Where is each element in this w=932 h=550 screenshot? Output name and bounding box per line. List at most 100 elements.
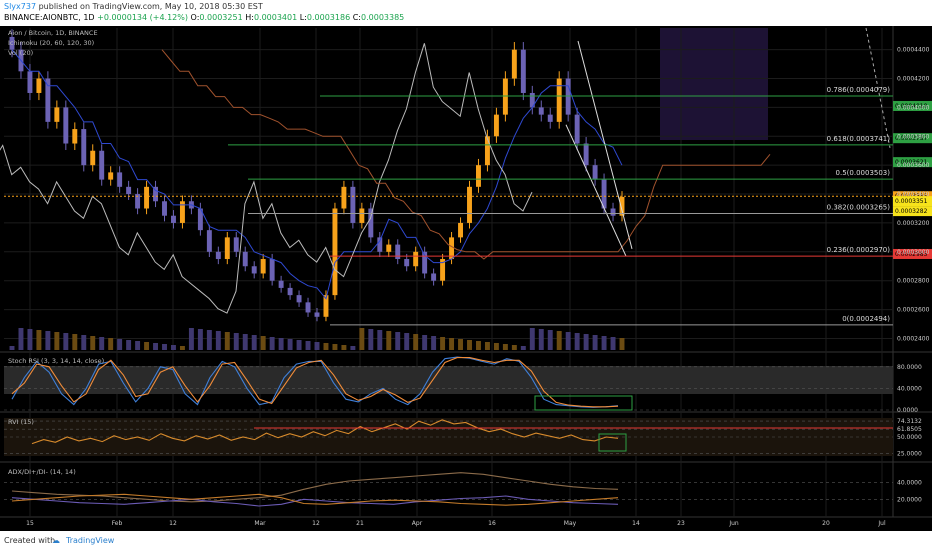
candle-body xyxy=(179,201,185,223)
x-tick-label: Jul xyxy=(877,520,886,527)
volume-bar xyxy=(502,344,508,350)
volume-bar xyxy=(511,345,517,350)
candle-body xyxy=(251,266,257,274)
candle-body xyxy=(323,295,329,317)
volume-bar xyxy=(296,340,302,350)
high-key: H: xyxy=(245,13,254,22)
pane-y-tick: 61.8505 xyxy=(897,426,922,433)
candle-body xyxy=(359,208,365,223)
dashed-trend-line xyxy=(865,27,891,148)
volume-bar xyxy=(610,337,616,350)
volume-bar xyxy=(54,332,60,350)
fib-level-label: 0.236(0.0002970) xyxy=(827,246,891,254)
wedge-lower-line xyxy=(565,124,627,257)
candle-body xyxy=(440,259,446,281)
adx-pane[interactable]: 40.0000 20.0000 xyxy=(4,472,922,507)
volume-bar xyxy=(323,343,329,350)
open-key: O: xyxy=(190,13,200,22)
candle-body xyxy=(215,251,221,260)
candle-body xyxy=(377,237,383,252)
fibonacci-retracement[interactable]: 0.786(0.0004079) 0.618(0.0003741) 0.5(0.00… xyxy=(4,86,893,326)
y-tick-label: 0.0003800 xyxy=(897,133,930,140)
candle-body xyxy=(395,244,401,260)
price-tag-box xyxy=(893,196,932,207)
volume-bar xyxy=(9,346,15,350)
volume-bar xyxy=(63,333,69,350)
candle-body xyxy=(619,196,625,216)
y-tick-label: 0.0003000 xyxy=(897,249,930,256)
candle-body xyxy=(72,129,78,144)
volume-bar xyxy=(395,332,401,350)
volume-bar xyxy=(45,331,51,350)
candle-body xyxy=(126,186,132,195)
volume-bar xyxy=(538,329,544,350)
ohlc-line: BINANCE:AIONBTC, 1D +0.0000134 (+4.12%) … xyxy=(4,13,404,22)
publish-info: published on TradingView.com, May 10, 20… xyxy=(38,2,263,11)
candle-body xyxy=(278,280,284,288)
y-tick-label: 0.0003200 xyxy=(897,220,930,227)
volume-bar xyxy=(458,339,463,350)
volume-bar xyxy=(368,329,374,350)
volume-bar xyxy=(72,334,78,350)
price-pane[interactable] xyxy=(0,27,891,350)
candle-body xyxy=(413,251,419,267)
chart-canvas[interactable]: 0.786(0.0004079) 0.618(0.0003741) 0.5(0.00… xyxy=(0,26,932,531)
volume-bar xyxy=(144,342,150,350)
stoch-rsi-title: Stoch RSI (3, 3, 14, 14, close) xyxy=(8,357,104,365)
candle-body xyxy=(233,237,239,252)
y-tick-label: 0.0002800 xyxy=(897,278,930,285)
volume-bar xyxy=(520,346,526,350)
main-title: Aion / Bitcoin, 1D, BINANCE xyxy=(8,29,98,37)
candle-body xyxy=(287,287,293,296)
candle-body xyxy=(610,208,616,216)
volume-bar xyxy=(484,342,490,350)
candle-body xyxy=(574,114,580,144)
candle-body xyxy=(529,92,535,108)
volume-bar xyxy=(197,329,203,350)
candle-body xyxy=(99,150,105,180)
x-tick-label: May xyxy=(564,520,577,527)
price-tag-box xyxy=(893,100,932,111)
volume-bar xyxy=(422,335,428,350)
pane-series-line xyxy=(11,357,619,408)
low-value: 0.0003186 xyxy=(306,13,351,22)
publish-line: Slyx737 published on TradingView.com, Ma… xyxy=(4,2,263,11)
candle-body xyxy=(431,273,437,281)
open-value: 0.0003251 xyxy=(199,13,243,22)
volume-bar xyxy=(27,329,33,350)
candle-body xyxy=(242,251,248,267)
ichimoku-span-b xyxy=(161,49,771,260)
volume-bar xyxy=(601,336,607,350)
price-tag-label: 0.0004010 xyxy=(895,103,928,110)
candle-body xyxy=(314,312,320,317)
volume-bar xyxy=(467,340,472,350)
stoch-rsi-pane[interactable]: 80.0000 40.0000 0.0000 xyxy=(4,356,922,414)
brand-label[interactable]: TradingView xyxy=(66,536,115,545)
author-link[interactable]: Slyx737 xyxy=(4,2,37,11)
pane-y-tick: 25.0000 xyxy=(897,450,922,457)
y-tick-label: 0.0003400 xyxy=(897,191,930,198)
pane-y-tick: 20.0000 xyxy=(897,496,922,503)
candle-body xyxy=(538,107,544,115)
candle-body xyxy=(153,186,158,202)
y-tick-label: 0.0004200 xyxy=(897,76,930,83)
volume-bar xyxy=(592,335,598,350)
price-axis-tags: 0.00040100.00037870.00036210.00033850.00… xyxy=(893,100,932,259)
candle-body xyxy=(27,71,33,93)
volume-bar xyxy=(493,343,499,350)
ichimoku-conversion-line xyxy=(11,49,623,300)
volume-bar xyxy=(556,331,562,350)
volume-bar xyxy=(449,338,455,350)
volume-bar xyxy=(162,344,167,350)
volume-bar xyxy=(574,333,580,350)
volume-bar xyxy=(431,336,437,350)
stoch-highlight-box xyxy=(534,395,633,411)
pane-y-tick: 0.0000 xyxy=(897,407,918,414)
candle-body xyxy=(484,136,490,166)
candle-body xyxy=(108,172,114,180)
high-value: 0.0003401 xyxy=(253,13,298,22)
volume-bar xyxy=(377,330,383,350)
price-tag-label: 0.0002985 xyxy=(895,251,928,258)
candle-body xyxy=(135,194,141,209)
